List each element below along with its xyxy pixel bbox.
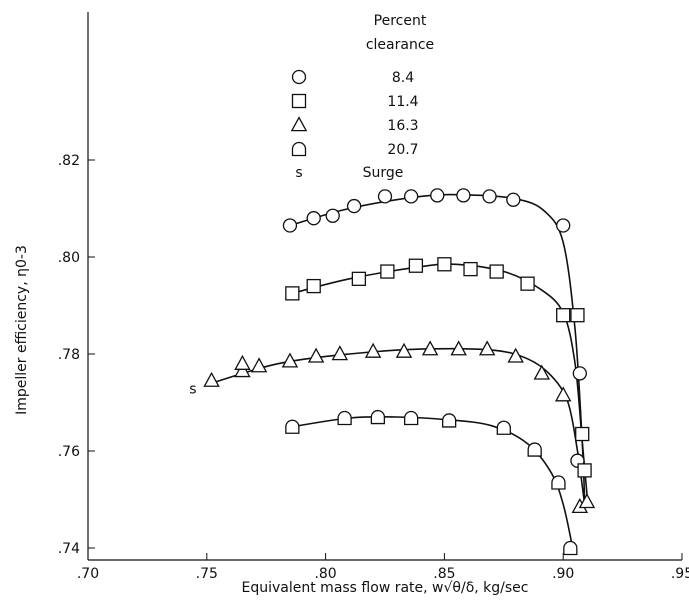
data-point-16-3 <box>450 340 467 356</box>
data-point-16-3 <box>281 352 299 368</box>
surge-annotation: s <box>189 382 196 398</box>
data-point-16-3 <box>331 345 349 361</box>
data-point-20-7 <box>403 410 419 426</box>
x-tick-label: .70 <box>77 566 99 582</box>
y-tick-label: .82 <box>58 153 80 169</box>
x-tick-label: .80 <box>314 566 336 582</box>
data-point-16-3 <box>421 340 439 356</box>
data-point-16-3 <box>578 493 596 509</box>
x-tick-label: .90 <box>552 566 574 582</box>
legend-items: 8.4 11.4 16.3 20.7 <box>290 69 419 158</box>
data-point-11-4 <box>489 264 504 279</box>
legend-marker-11-4 <box>291 93 307 109</box>
data-point-11-4 <box>437 257 452 272</box>
legend-entry-label: 16.3 <box>387 118 418 134</box>
series-line-20-7 <box>292 416 574 549</box>
data-point-11-4 <box>463 261 478 277</box>
series-markers <box>203 188 596 556</box>
data-point-11-4 <box>380 264 395 279</box>
data-point-8-4 <box>556 218 571 233</box>
data-point-20-7 <box>551 475 566 490</box>
data-point-8-4 <box>282 218 298 233</box>
data-point-20-7 <box>442 413 457 428</box>
y-axis-label: Impeller efficiency, η0-3 <box>14 245 30 415</box>
y-tick-label: .78 <box>58 347 80 363</box>
legend-entry-label: 11.4 <box>387 94 418 110</box>
y-tick-label: .76 <box>58 444 80 460</box>
legend-surge-symbol: s <box>295 165 302 181</box>
x-tick-label: .85 <box>433 566 455 582</box>
legend-marker-20-7 <box>291 141 307 157</box>
data-point-20-7 <box>563 540 578 556</box>
data-point-8-4 <box>403 189 419 204</box>
data-point-11-4 <box>575 426 590 442</box>
series-curves <box>211 193 588 549</box>
legend-marker-16-3 <box>290 116 308 132</box>
x-axis-label: Equivalent mass flow rate, w√θ/δ, kg/sec <box>242 580 529 596</box>
legend-entry-label: 20.7 <box>387 142 418 158</box>
data-point-8-4 <box>506 192 521 207</box>
data-point-16-3 <box>307 347 325 363</box>
data-point-20-7 <box>370 409 386 425</box>
data-point-11-4 <box>285 286 300 301</box>
legend: Percent clearance 8.4 11.4 16.3 20.7 s Surg… <box>290 13 434 181</box>
data-point-16-3 <box>203 371 220 387</box>
data-point-20-7 <box>496 420 511 435</box>
data-point-8-4 <box>325 208 340 223</box>
data-point-20-7 <box>337 410 352 426</box>
data-point-16-3 <box>234 362 251 378</box>
axis-ticks: .70 .75 .80 .85 .90 .95 .74 .76 .78 .80 .82 <box>58 153 689 582</box>
data-point-20-7 <box>285 419 300 434</box>
data-point-16-3 <box>234 354 251 370</box>
data-point-11-4 <box>577 463 592 478</box>
data-point-16-3 <box>364 342 382 358</box>
data-point-11-4 <box>570 308 585 323</box>
plot-axes <box>87 12 682 561</box>
data-point-11-4 <box>556 308 571 323</box>
x-tick-label: .95 <box>671 566 689 582</box>
y-tick-label: .74 <box>58 541 80 557</box>
data-point-8-4 <box>377 189 393 204</box>
data-point-8-4 <box>346 198 362 214</box>
data-point-8-4 <box>572 366 587 381</box>
data-point-20-7 <box>527 442 542 457</box>
data-point-16-3 <box>478 340 496 356</box>
legend-title-line1: Percent <box>374 13 427 29</box>
data-point-8-4 <box>430 188 445 203</box>
data-point-8-4 <box>456 188 471 203</box>
data-point-11-4 <box>408 258 424 273</box>
data-point-16-3 <box>554 386 572 402</box>
data-point-8-4 <box>482 189 497 204</box>
legend-marker-8-4 <box>291 69 307 85</box>
data-point-11-4 <box>306 278 321 294</box>
data-point-11-4 <box>520 276 535 291</box>
legend-title-line2: clearance <box>366 37 434 53</box>
data-point-16-3 <box>507 347 524 363</box>
data-point-16-3 <box>395 342 413 358</box>
legend-entry-label: 8.4 <box>392 70 414 86</box>
legend-surge-label: Surge <box>363 165 404 181</box>
data-point-11-4 <box>351 271 367 286</box>
y-tick-label: .80 <box>58 250 80 266</box>
data-point-8-4 <box>306 211 321 226</box>
data-point-16-3 <box>533 364 551 380</box>
x-tick-label: .75 <box>196 566 218 582</box>
data-point-16-3 <box>250 357 268 373</box>
series-line-16-3 <box>211 347 586 505</box>
